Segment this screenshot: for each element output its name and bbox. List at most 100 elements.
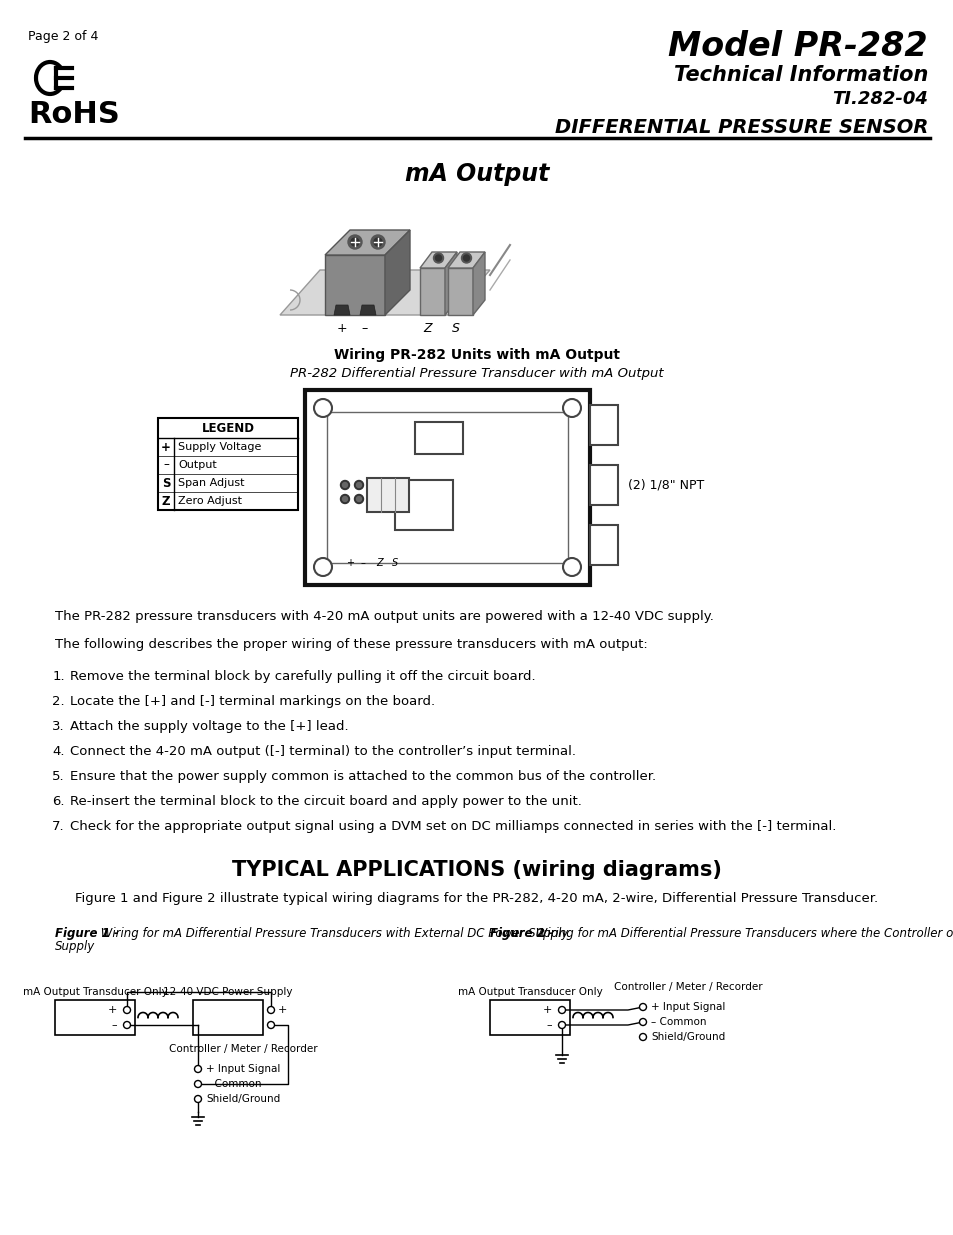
Circle shape [123,1021,131,1029]
Text: Attach the supply voltage to the [+] lead.: Attach the supply voltage to the [+] lea… [70,720,348,734]
Text: Technical Information: Technical Information [673,65,927,85]
Circle shape [123,1007,131,1014]
Circle shape [558,1021,565,1029]
Circle shape [356,483,361,488]
Text: Zero Adjust: Zero Adjust [178,496,242,506]
Circle shape [433,253,443,263]
Text: 2.: 2. [52,695,65,708]
Circle shape [371,235,385,249]
Text: +: + [346,558,354,568]
Text: Check for the appropriate output signal using a DVM set on DC milliamps connecte: Check for the appropriate output signal … [70,820,836,832]
Circle shape [461,253,471,263]
Circle shape [267,1021,274,1029]
Bar [367,478,409,513]
Text: RoHS: RoHS [28,100,120,128]
Circle shape [267,1007,274,1014]
Text: 7.: 7. [52,820,65,832]
Bar [589,525,618,564]
Circle shape [639,1034,646,1041]
Circle shape [355,480,363,489]
Text: 5.: 5. [52,769,65,783]
Text: Figure 2 -: Figure 2 - [490,927,553,940]
Text: TI.282-04: TI.282-04 [831,90,927,107]
Text: Supply Voltage: Supply Voltage [178,442,261,452]
Text: Shield/Ground: Shield/Ground [650,1032,724,1042]
Text: PR-282 Differential Pressure Transducer with mA Output: PR-282 Differential Pressure Transducer … [290,367,663,380]
Text: 12-40 VDC Power Supply: 12-40 VDC Power Supply [163,987,293,997]
Circle shape [342,496,347,501]
Circle shape [194,1066,201,1072]
Text: + Input Signal: + Input Signal [206,1065,280,1074]
Circle shape [562,558,580,576]
Text: Locate the [+] and [-] terminal markings on the board.: Locate the [+] and [-] terminal markings… [70,695,435,708]
Text: – Common: – Common [206,1079,261,1089]
Polygon shape [325,254,385,315]
Text: Shield/Ground: Shield/Ground [206,1094,280,1104]
Text: S: S [162,477,170,489]
Text: –: – [360,558,365,568]
Circle shape [435,254,441,261]
Text: –: – [546,1020,552,1030]
Polygon shape [359,305,375,315]
Text: mA Output: mA Output [404,162,549,186]
Text: Page 2 of 4: Page 2 of 4 [28,30,98,43]
Text: +: + [277,1005,287,1015]
Circle shape [639,1004,646,1010]
Text: +: + [161,441,171,453]
Circle shape [348,235,361,249]
Text: S: S [392,558,397,568]
Circle shape [340,494,349,504]
Text: Remove the terminal block by carefully pulling it off the circuit board.: Remove the terminal block by carefully p… [70,671,535,683]
Polygon shape [419,252,456,268]
Text: –: – [277,1020,283,1030]
Circle shape [194,1095,201,1103]
Text: Controller / Meter / Recorder: Controller / Meter / Recorder [613,982,761,992]
Bar [589,405,618,445]
Circle shape [463,254,469,261]
Text: Connect the 4-20 mA output ([-] terminal) to the controller’s input terminal.: Connect the 4-20 mA output ([-] terminal… [70,745,576,758]
Text: –: – [361,322,368,335]
Bar [589,466,618,505]
Circle shape [558,1007,565,1014]
Polygon shape [419,268,444,315]
Polygon shape [444,252,456,315]
Text: The following describes the proper wiring of these pressure transducers with mA : The following describes the proper wirin… [55,638,647,651]
Text: 6.: 6. [52,795,65,808]
Bar [395,480,453,530]
Text: +: + [108,1005,117,1015]
Circle shape [342,483,347,488]
Bar [55,1000,135,1035]
Text: – Common: – Common [650,1016,706,1028]
Text: mA Output Transducer Only: mA Output Transducer Only [23,987,167,997]
Circle shape [355,494,363,504]
Text: 3.: 3. [52,720,65,734]
Text: Figure 1 and Figure 2 illustrate typical wiring diagrams for the PR-282, 4-20 mA: Figure 1 and Figure 2 illustrate typical… [75,892,878,905]
Polygon shape [325,230,410,254]
Polygon shape [473,252,484,315]
Polygon shape [280,270,490,315]
Text: (2) 1/8" NPT: (2) 1/8" NPT [627,478,703,492]
Text: Controller / Meter / Recorder: Controller / Meter / Recorder [169,1044,317,1053]
Bar [158,417,297,510]
Circle shape [356,496,361,501]
Text: Z: Z [376,558,383,568]
Text: Z: Z [162,494,170,508]
Circle shape [314,558,332,576]
Text: –: – [163,458,169,472]
Bar [415,422,462,454]
Circle shape [374,238,381,246]
Circle shape [340,480,349,489]
Text: TYPICAL APPLICATIONS (wiring diagrams): TYPICAL APPLICATIONS (wiring diagrams) [232,860,721,881]
Text: Output: Output [178,459,216,471]
Text: Re-insert the terminal block to the circuit board and apply power to the unit.: Re-insert the terminal block to the circ… [70,795,581,808]
Text: 4.: 4. [52,745,65,758]
Bar [490,1000,569,1035]
Text: The PR-282 pressure transducers with 4-20 mA output units are powered with a 12-: The PR-282 pressure transducers with 4-2… [55,610,713,622]
Text: Span Adjust: Span Adjust [178,478,244,488]
Text: DIFFERENTIAL PRESSURE SENSOR: DIFFERENTIAL PRESSURE SENSOR [554,119,927,137]
Polygon shape [334,305,350,315]
Text: Z: Z [423,322,432,335]
Text: Ensure that the power supply common is attached to the common bus of the control: Ensure that the power supply common is a… [70,769,656,783]
Text: –: – [112,1020,117,1030]
Polygon shape [448,268,473,315]
